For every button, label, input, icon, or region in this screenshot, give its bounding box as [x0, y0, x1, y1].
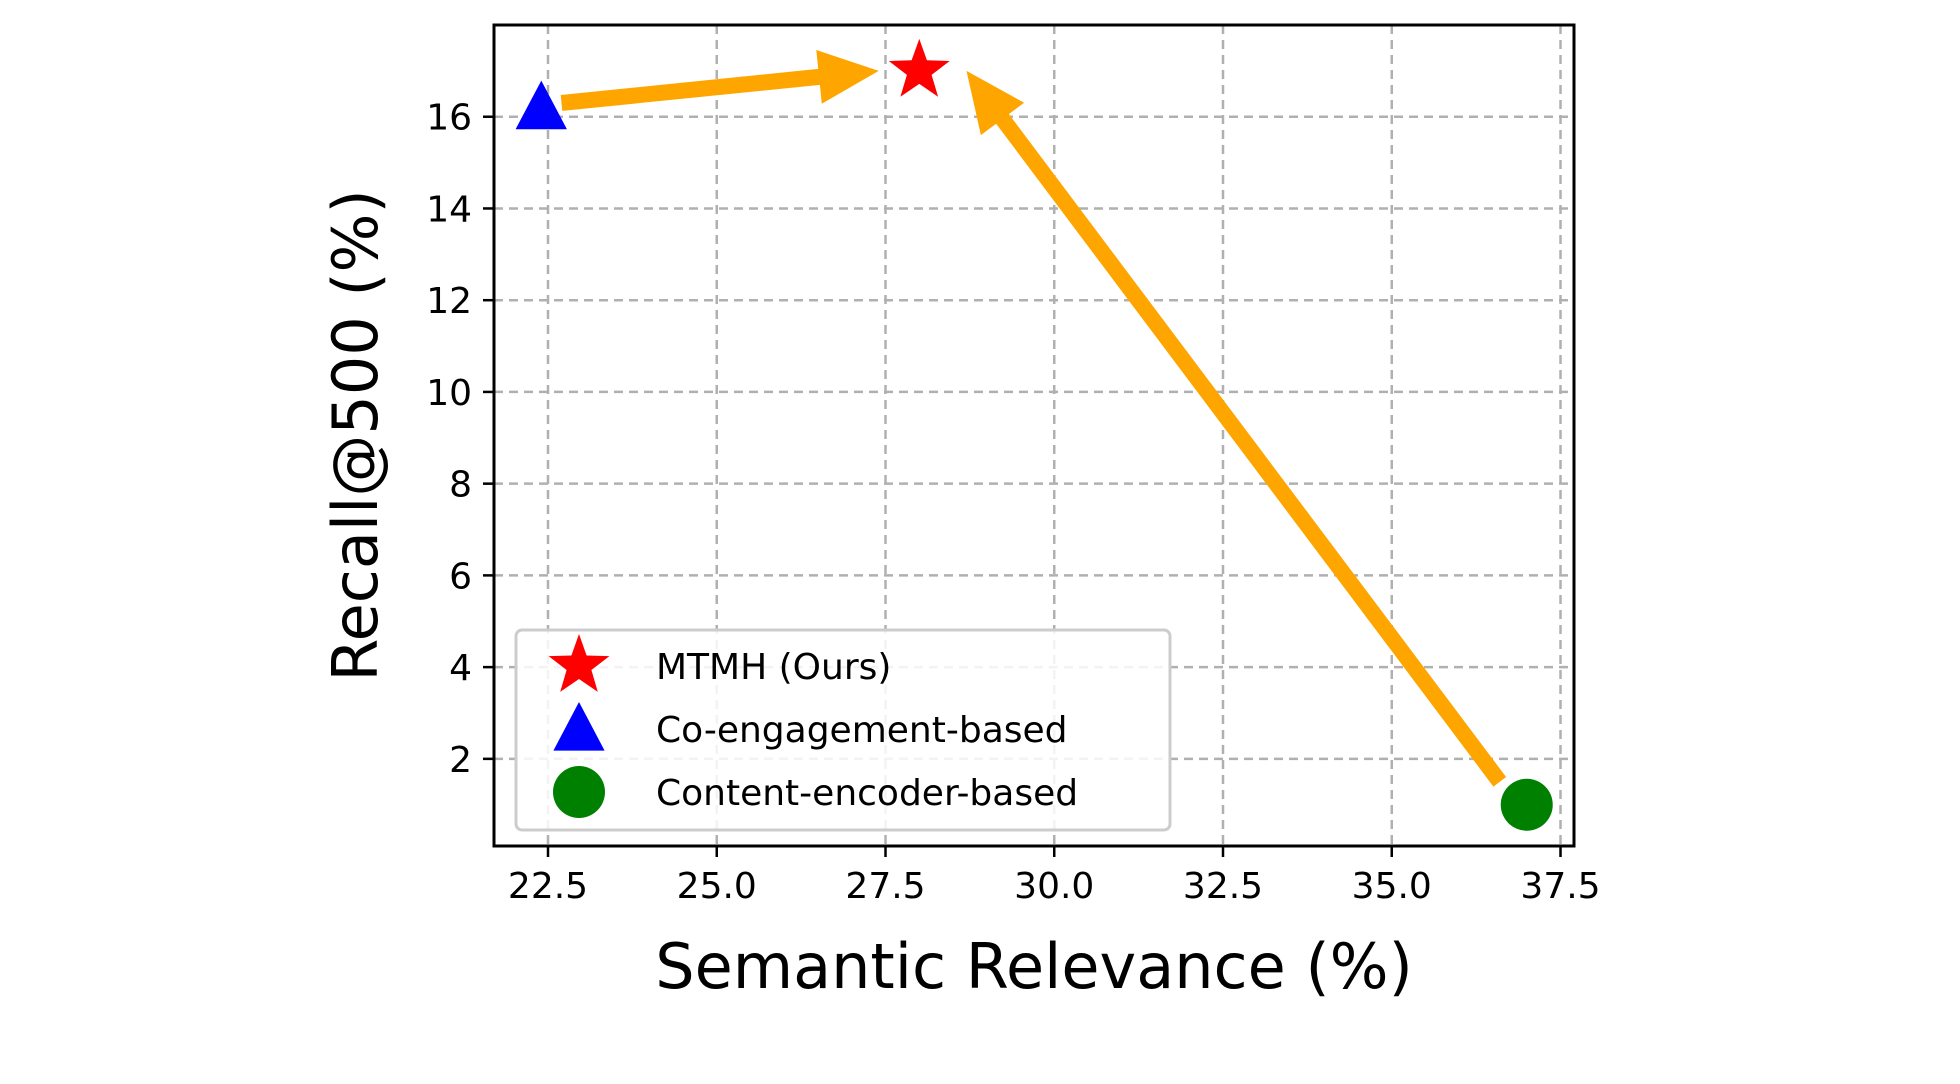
x-tick-label: 30.0	[1014, 866, 1094, 907]
x-tick-label: 25.0	[677, 866, 757, 907]
x-tick-label: 37.5	[1520, 866, 1600, 907]
y-tick-label: 16	[426, 98, 472, 139]
x-axis-title: Semantic Relevance (%)	[655, 930, 1413, 1003]
legend-label: Content-encoder-based	[656, 773, 1078, 814]
legend-box	[514, 628, 1172, 832]
y-tick-label: 6	[449, 556, 472, 597]
orange-arrow	[966, 70, 1507, 787]
x-tick-label: 35.0	[1352, 866, 1432, 907]
data-points	[515, 38, 1553, 831]
plot-frame	[492, 23, 1576, 848]
triangle-legend-marker	[553, 702, 605, 751]
y-axis-title: Recall@500 (%)	[319, 189, 392, 681]
y-tick-label: 14	[426, 189, 472, 230]
y-tick-label: 10	[426, 373, 472, 414]
orange-arrow	[560, 50, 879, 111]
y-tick-label: 12	[426, 281, 472, 322]
arrows	[560, 50, 1507, 787]
triangle-data-point	[515, 80, 567, 130]
circle-data-point	[1500, 778, 1553, 831]
y-tick-label: 8	[449, 465, 472, 506]
star-data-point	[888, 38, 950, 97]
star-legend-marker	[548, 634, 610, 692]
legend-label: Co-engagement-based	[656, 710, 1068, 751]
x-tick-label: 32.5	[1183, 866, 1263, 907]
y-tick-label: 2	[449, 740, 472, 781]
legend-label: MTMH (Ours)	[656, 647, 891, 688]
circle-legend-marker	[553, 766, 605, 818]
y-tick-label: 4	[449, 648, 472, 689]
legend: MTMH (Ours) Co-engagement-based Content-en…	[514, 628, 1172, 832]
x-tick-label: 22.5	[508, 866, 588, 907]
x-tick-label: 27.5	[845, 866, 925, 907]
axis-ticks: 22.5 25.0 27.5 30.0 32.5 35.0 37.5 2 4 6 8 10 12 14 16	[426, 98, 1600, 907]
